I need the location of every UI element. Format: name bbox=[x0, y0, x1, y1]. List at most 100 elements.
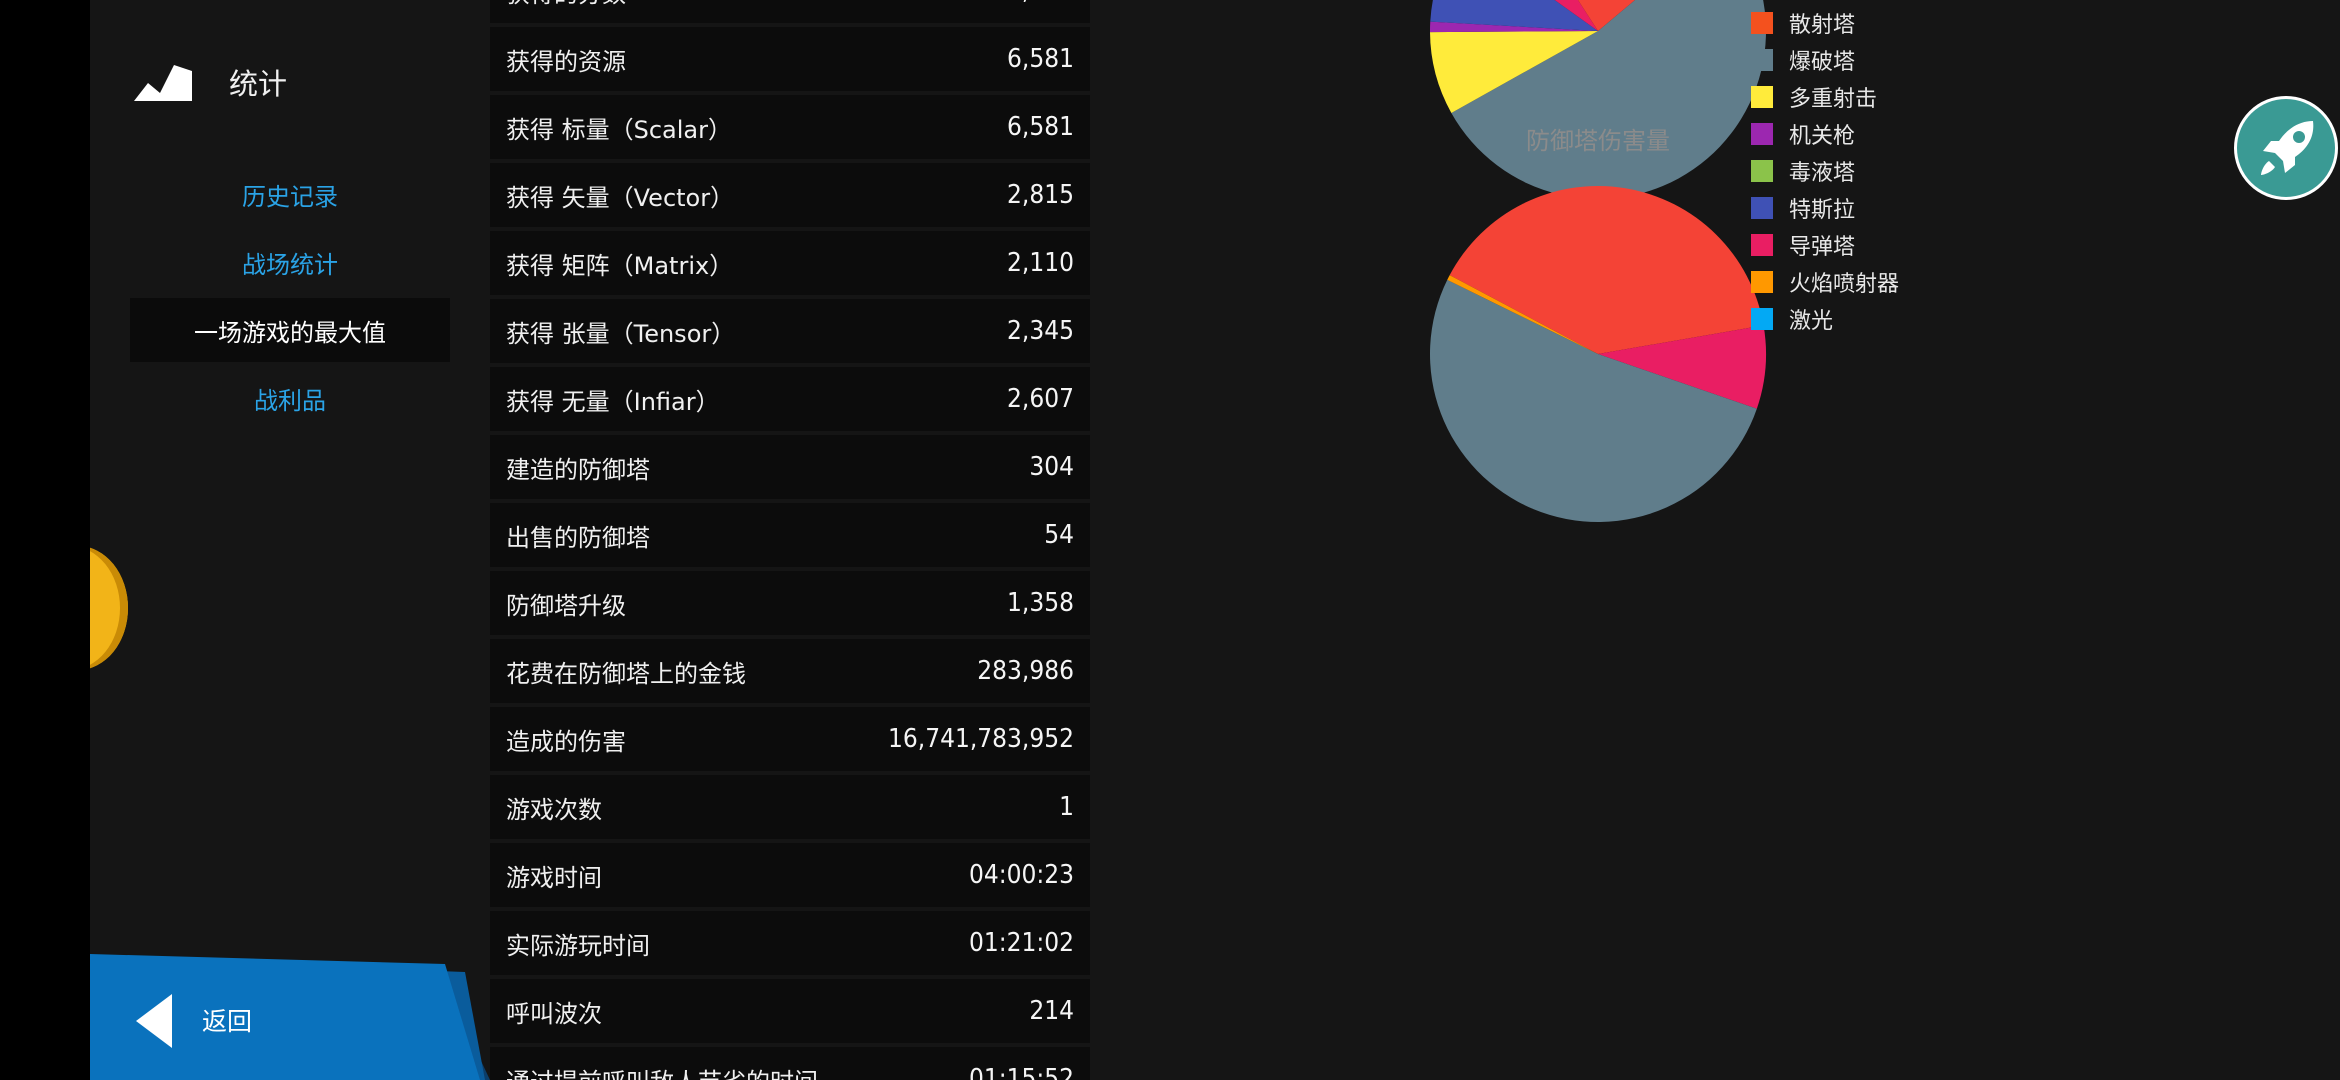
rocket-icon bbox=[2261, 121, 2314, 175]
menu-header: 统计 bbox=[134, 60, 287, 104]
legend-label: 散射塔 bbox=[1789, 12, 1856, 38]
legend-swatch bbox=[1751, 307, 1773, 330]
stat-label: 造成的伤害 bbox=[506, 727, 626, 756]
stat-value: 2,110 bbox=[1007, 248, 1074, 278]
stat-row: 游戏时间 04:00:23 bbox=[490, 843, 1090, 907]
stat-row: 建造的防御塔 304 bbox=[490, 435, 1090, 499]
stat-value: 214 bbox=[1029, 996, 1074, 1026]
stat-value: 04:00:23 bbox=[968, 860, 1074, 890]
rocket-button[interactable] bbox=[2234, 96, 2338, 200]
legend-item: 导弹塔 bbox=[1751, 226, 1899, 263]
menu-item-battlefield-stats[interactable]: 战场统计 bbox=[242, 250, 338, 279]
chart-legend: 散射塔爆破塔多重射击机关枪毒液塔特斯拉导弹塔火焰喷射器激光 bbox=[1751, 4, 1899, 337]
stat-value: 16,741,783,952 bbox=[888, 724, 1074, 754]
stat-row: 实际游玩时间 01:21:02 bbox=[490, 911, 1090, 975]
stat-value: 6,581 bbox=[1007, 44, 1074, 74]
stat-value: 2,345 bbox=[1007, 316, 1074, 346]
stat-row: 呼叫波次 214 bbox=[490, 979, 1090, 1043]
legend-item: 特斯拉 bbox=[1751, 189, 1899, 226]
legend-item: 爆破塔 bbox=[1751, 41, 1899, 78]
legend-swatch bbox=[1751, 85, 1773, 108]
stats-table: 获得的分数 658,802 获得的资源 6,581 获得 标量（Scalar） 6,581… bbox=[490, 0, 1090, 1080]
stat-label: 获得 矢量（Vector） bbox=[506, 183, 735, 212]
stat-label: 防御塔升级 bbox=[506, 591, 626, 620]
stat-label: 呼叫波次 bbox=[506, 999, 602, 1028]
legend-swatch bbox=[1751, 48, 1773, 71]
menu-item-history[interactable]: 历史记录 bbox=[242, 182, 338, 211]
sidebar: 统计 历史记录 战场统计 一场游戏的最大值 战利品 bbox=[90, 0, 490, 1080]
legend-swatch bbox=[1751, 196, 1773, 219]
stat-label: 建造的防御塔 bbox=[506, 455, 650, 484]
legend-label: 多重射击 bbox=[1789, 86, 1878, 112]
pie-slice bbox=[1449, 186, 1764, 354]
stat-value: 1 bbox=[1059, 792, 1074, 822]
legend-item: 毒液塔 bbox=[1751, 152, 1899, 189]
stat-label: 获得 张量（Tensor） bbox=[506, 319, 736, 348]
pie-slice bbox=[1430, 0, 1598, 31]
stat-label: 游戏时间 bbox=[506, 863, 602, 892]
menu-item-single-game-max[interactable]: 一场游戏的最大值 bbox=[130, 298, 450, 362]
stat-label: 获得 矩阵（Matrix） bbox=[506, 251, 734, 280]
stat-value: 658,802 bbox=[977, 0, 1074, 6]
stat-row: 造成的伤害 16,741,783,952 bbox=[490, 707, 1090, 771]
back-button[interactable]: 返回 bbox=[90, 954, 480, 1080]
legend-label: 导弹塔 bbox=[1789, 234, 1856, 260]
stat-value: 54 bbox=[1044, 520, 1074, 550]
stat-row: 通过提前呼叫敌人节省的时间 01:15:52 bbox=[490, 1047, 1090, 1080]
pie-slice bbox=[1430, 21, 1598, 33]
stat-value: 304 bbox=[1029, 452, 1074, 482]
stat-label: 获得 标量（Scalar） bbox=[506, 115, 733, 144]
pie-chart-overall bbox=[1430, 0, 1766, 199]
stat-value: 283,986 bbox=[977, 656, 1074, 686]
charts-area: 防御塔伤害量 bbox=[1100, 0, 2000, 1080]
back-area: 返回 bbox=[90, 954, 510, 1080]
stat-label: 获得 无量（Infiar） bbox=[506, 387, 720, 416]
pie-slice bbox=[1429, 279, 1757, 523]
pie-slice bbox=[1554, 0, 1598, 31]
legend-label: 毒液塔 bbox=[1789, 160, 1856, 186]
statistics-icon bbox=[134, 65, 192, 101]
stat-label: 获得的分数 bbox=[506, 0, 626, 9]
stat-value: 6,581 bbox=[1007, 112, 1074, 142]
legend-swatch bbox=[1751, 122, 1773, 145]
pie-slice bbox=[1598, 325, 1766, 409]
legend-item: 激光 bbox=[1751, 300, 1899, 337]
coin-icon bbox=[90, 546, 128, 670]
menu-title: 统计 bbox=[229, 67, 288, 101]
stat-row: 花费在防御塔上的金钱 283,986 bbox=[490, 639, 1090, 703]
pie-slice bbox=[1447, 275, 1598, 354]
legend-swatch bbox=[1751, 159, 1773, 182]
stat-row: 获得 无量（Infiar） 2,607 bbox=[490, 367, 1090, 431]
legend-label: 火焰喷射器 bbox=[1789, 271, 1900, 297]
stat-label: 实际游玩时间 bbox=[506, 931, 650, 960]
menu-links: 历史记录 战场统计 一场游戏的最大值 战利品 bbox=[130, 162, 450, 434]
stat-label: 通过提前呼叫敌人节省的时间 bbox=[506, 1062, 818, 1080]
stat-row: 获得 矢量（Vector） 2,815 bbox=[490, 163, 1090, 227]
stat-label: 花费在防御塔上的金钱 bbox=[506, 659, 746, 688]
stat-row: 获得 标量（Scalar） 6,581 bbox=[490, 95, 1090, 159]
app-window: 统计 历史记录 战场统计 一场游戏的最大值 战利品 返回 获得的分数 658,80… bbox=[90, 0, 2340, 1080]
stat-row: 获得的资源 6,581 bbox=[490, 27, 1090, 91]
stat-row: 出售的防御塔 54 bbox=[490, 503, 1090, 567]
legend-swatch bbox=[1751, 270, 1773, 293]
stat-value: 1,358 bbox=[1007, 588, 1074, 618]
back-arrow-icon bbox=[136, 994, 172, 1048]
pie-slice bbox=[1451, 0, 1766, 199]
legend-swatch bbox=[1751, 11, 1773, 34]
legend-swatch bbox=[1751, 233, 1773, 256]
stat-value: 2,607 bbox=[1007, 384, 1074, 414]
stat-row: 游戏次数 1 bbox=[490, 775, 1090, 839]
pie-slice bbox=[1578, 0, 1635, 31]
pie-chart-tower-damage bbox=[1429, 186, 1766, 523]
menu-item-loot[interactable]: 战利品 bbox=[254, 386, 326, 415]
stat-label: 出售的防御塔 bbox=[506, 523, 650, 552]
stat-row: 获得的分数 658,802 bbox=[490, 0, 1090, 23]
pie-slice bbox=[1430, 31, 1598, 113]
legend-label: 激光 bbox=[1789, 308, 1834, 334]
legend-item: 机关枪 bbox=[1751, 115, 1899, 152]
legend-label: 机关枪 bbox=[1789, 123, 1856, 149]
legend-item: 火焰喷射器 bbox=[1751, 263, 1899, 300]
legend-item: 散射塔 bbox=[1751, 4, 1899, 41]
stat-value: 01:15:52 bbox=[968, 1064, 1074, 1080]
stat-label: 游戏次数 bbox=[506, 795, 602, 824]
